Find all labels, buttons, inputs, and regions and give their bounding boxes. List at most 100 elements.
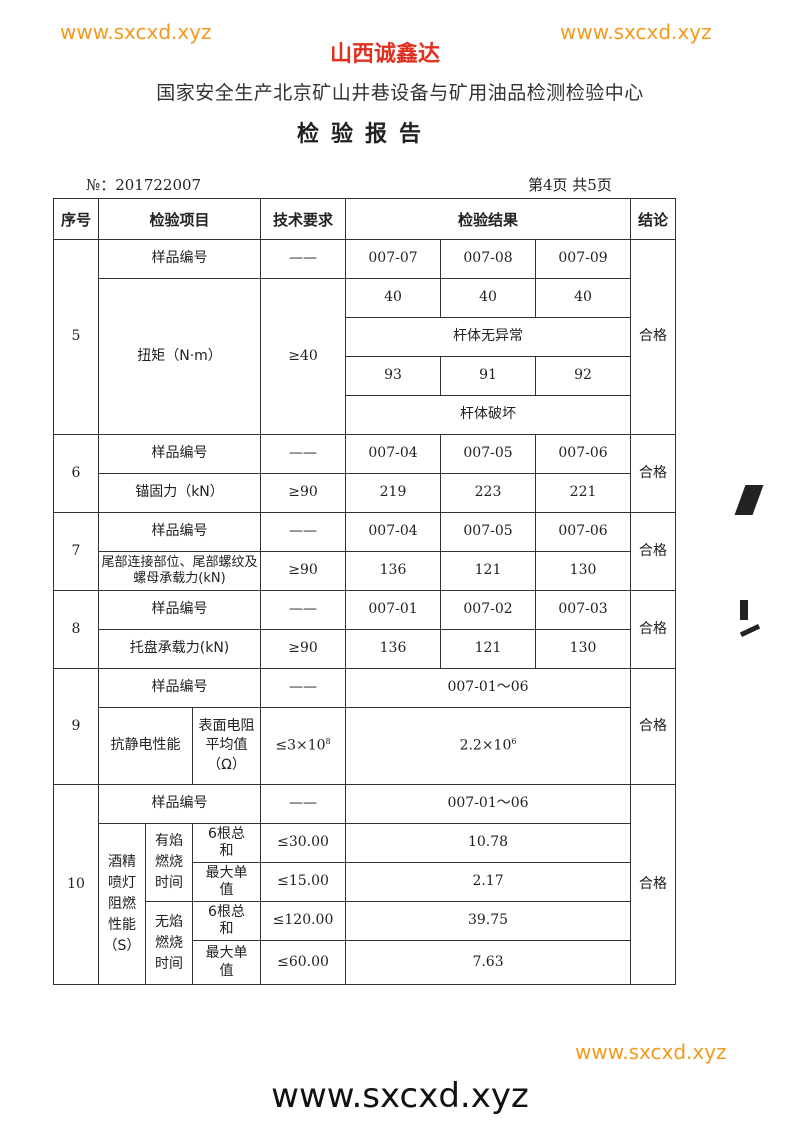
- value: 121: [440, 629, 537, 669]
- item-name: 锚固力（kN）: [97, 473, 262, 513]
- watermark-site: www.sxcxd.xyz: [60, 20, 212, 44]
- sample-id: 007-01～06: [345, 784, 632, 824]
- value: 223: [440, 473, 537, 513]
- max-label: 最大单值: [191, 862, 262, 902]
- report-number: №：201722007: [86, 176, 202, 194]
- sample-label: 样品编号: [97, 784, 262, 824]
- organization-name: 国家安全生产北京矿山井巷设备与矿用油品检测检验中心: [156, 82, 644, 104]
- value: 130: [535, 629, 632, 669]
- col-item: 检验项目: [97, 198, 262, 240]
- req-base: ≤3×10: [275, 737, 326, 754]
- col-result: 检验结果: [345, 198, 632, 240]
- sample-id: 007-07: [345, 239, 442, 279]
- row-no: 8: [53, 590, 99, 669]
- value: 7.63: [345, 940, 632, 985]
- value: 136: [345, 551, 442, 591]
- value: 39.75: [345, 901, 632, 941]
- report-title: 检验报告: [296, 121, 433, 147]
- value: 10.78: [345, 823, 632, 863]
- sample-req: ——: [260, 434, 347, 474]
- value: 136: [345, 629, 442, 669]
- value: 40: [345, 278, 442, 318]
- row-no: 9: [53, 668, 99, 785]
- requirement: ≤30.00: [260, 823, 347, 863]
- table-row: 8 样品编号 —— 007-01 007-02 007-03 合格: [53, 590, 677, 669]
- flame-time-label: 有焰燃烧时间: [145, 823, 193, 902]
- sample-label: 样品编号: [97, 590, 262, 630]
- requirement: ≤15.00: [260, 862, 347, 902]
- sample-id: 007-09: [535, 239, 632, 279]
- value: 130: [535, 551, 632, 591]
- row-no: 6: [53, 434, 99, 513]
- sum-label: 6根总和: [191, 901, 262, 941]
- sample-id: 007-06: [535, 512, 632, 552]
- scan-artifact: [740, 600, 748, 620]
- item-name: 扭矩（N·m）: [97, 278, 262, 435]
- sample-label: 样品编号: [97, 239, 262, 279]
- watermark-site: www.sxcxd.xyz: [560, 20, 712, 44]
- requirement: ≤60.00: [260, 940, 347, 985]
- conclusion: 合格: [630, 434, 677, 513]
- item-name: 托盘承载力(kN): [97, 629, 262, 669]
- sample-id: 007-04: [345, 512, 442, 552]
- sample-req: ——: [260, 668, 347, 708]
- note: 杆体无异常: [345, 317, 632, 357]
- sample-id: 007-01: [345, 590, 442, 630]
- header-row: 序号 检验项目 技术要求 检验结果 结论: [53, 198, 677, 240]
- table-row: 7 样品编号 —— 007-04 007-05 007-06 合格: [53, 512, 677, 591]
- conclusion: 合格: [630, 668, 677, 785]
- max-label: 最大单值: [191, 940, 262, 985]
- sample-req: ——: [260, 784, 347, 824]
- requirement: ≤120.00: [260, 901, 347, 941]
- scan-artifact: [739, 624, 761, 637]
- conclusion: 合格: [630, 784, 677, 985]
- sample-id: 007-04: [345, 434, 442, 474]
- col-no: 序号: [53, 198, 99, 240]
- conclusion: 合格: [630, 239, 677, 435]
- row-no: 5: [53, 239, 99, 435]
- value: 40: [440, 278, 537, 318]
- inspection-table: 序号 检验项目 技术要求 检验结果 结论 5 样品编号 —— 007-07 00…: [53, 198, 677, 985]
- requirement: ≥90: [260, 629, 347, 669]
- footer-site: www.sxcxd.xyz: [271, 1076, 529, 1116]
- table-row: 6 样品编号 —— 007-04 007-05 007-06 合格: [53, 434, 677, 513]
- requirement: ≥40: [260, 278, 347, 435]
- sample-label: 样品编号: [97, 434, 262, 474]
- req-exponent: 8: [325, 736, 331, 746]
- sample-id: 007-08: [440, 239, 537, 279]
- sample-label: 样品编号: [97, 512, 262, 552]
- table-row: 10 样品编号 —— 007-01～06 合格: [53, 784, 677, 985]
- conclusion: 合格: [630, 590, 677, 669]
- requirement: ≥90: [260, 551, 347, 591]
- row-no: 10: [53, 784, 99, 985]
- sample-label: 样品编号: [97, 668, 262, 708]
- watermark-site: www.sxcxd.xyz: [575, 1040, 727, 1064]
- table-row: 9 样品编号 —— 007-01～06 合格: [53, 668, 677, 785]
- value: 2.2×106: [345, 707, 632, 785]
- sum-label: 6根总和: [191, 823, 262, 863]
- value: 92: [535, 356, 632, 396]
- sub-item: 表面电阻平均值（Ω）: [191, 707, 262, 785]
- sample-id: 007-01～06: [345, 668, 632, 708]
- value-exponent: 6: [511, 736, 517, 746]
- value: 221: [535, 473, 632, 513]
- item-name: 尾部连接部位、尾部螺纹及螺母承载力(kN): [97, 551, 262, 591]
- conclusion: 合格: [630, 512, 677, 591]
- watermark-company: 山西诚鑫达: [330, 42, 441, 67]
- sample-id: 007-05: [440, 512, 537, 552]
- sample-req: ——: [260, 239, 347, 279]
- value: 91: [440, 356, 537, 396]
- col-conclusion: 结论: [630, 198, 677, 240]
- scan-artifact: [734, 485, 764, 515]
- no-flame-time-label: 无焰燃烧时间: [145, 901, 193, 985]
- value: 219: [345, 473, 442, 513]
- requirement: ≥90: [260, 473, 347, 513]
- sample-id: 007-02: [440, 590, 537, 630]
- table-row: 扭矩（N·m） ≥40 40 40 40: [54, 278, 676, 435]
- value: 40: [535, 278, 632, 318]
- value: 93: [345, 356, 442, 396]
- row-no: 7: [53, 512, 99, 591]
- sample-req: ——: [260, 590, 347, 630]
- sample-id: 007-05: [440, 434, 537, 474]
- item-name: 抗静电性能: [98, 707, 193, 785]
